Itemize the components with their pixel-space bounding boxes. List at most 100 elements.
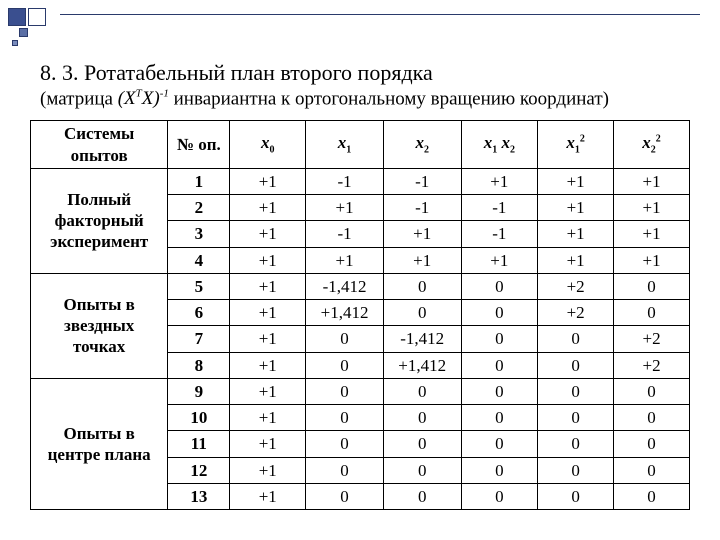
cell-n: 10: [168, 405, 230, 431]
subtitle-matrix: (XTX)-1: [118, 88, 169, 109]
cell-n: 7: [168, 326, 230, 352]
x1sq-base: x: [566, 133, 575, 152]
cell-x1: 0: [306, 378, 384, 404]
cell-x1: -1,412: [306, 273, 384, 299]
subtitle-prefix: (матрица: [40, 88, 118, 109]
col-x0-header: x0: [230, 121, 306, 169]
x2-sub: 2: [424, 145, 429, 156]
cell-n: 13: [168, 483, 230, 509]
cell-x1x2: -1: [461, 195, 538, 221]
cell-x1x2: 0: [461, 352, 538, 378]
cell-x0: +1: [230, 300, 306, 326]
title-number: 8. 3.: [40, 60, 79, 85]
cell-x1: -1: [306, 168, 384, 194]
cell-x1sq: 0: [538, 431, 614, 457]
cell-x0: +1: [230, 352, 306, 378]
cell-n: 5: [168, 273, 230, 299]
cell-x1: +1,412: [306, 300, 384, 326]
x0-sub: 0: [270, 145, 275, 156]
cell-x1: 0: [306, 483, 384, 509]
cell-x2: 0: [383, 273, 461, 299]
cell-x2sq: 0: [614, 457, 690, 483]
title-text: Ротатабельный план второго порядка: [84, 60, 433, 85]
matrix-right: X): [142, 88, 160, 109]
cell-x1x2: 0: [461, 300, 538, 326]
cell-x2: 0: [383, 457, 461, 483]
cell-x2sq: +1: [614, 247, 690, 273]
cell-x1: 0: [306, 457, 384, 483]
cell-x0: +1: [230, 326, 306, 352]
deco-square-hollow-icon: [28, 8, 46, 26]
cell-n: 1: [168, 168, 230, 194]
cell-x2: -1: [383, 195, 461, 221]
cell-x1x2: 0: [461, 431, 538, 457]
cell-x2sq: +2: [614, 326, 690, 352]
group-label-cell: Опыты в центре плана: [31, 378, 168, 509]
col-x1sq-header: x12: [538, 121, 614, 169]
x1-base: x: [338, 133, 347, 152]
table-body: Полный факторный эксперимент1+1-1-1+1+1+…: [31, 168, 690, 509]
cell-x1: -1: [306, 221, 384, 247]
cell-n: 12: [168, 457, 230, 483]
col-x2sq-header: x22: [614, 121, 690, 169]
cell-x1sq: +1: [538, 168, 614, 194]
cell-x2sq: 0: [614, 300, 690, 326]
cell-x0: +1: [230, 221, 306, 247]
cell-x1sq: 0: [538, 378, 614, 404]
cell-x0: +1: [230, 378, 306, 404]
cell-x2sq: +1: [614, 221, 690, 247]
cell-x0: +1: [230, 431, 306, 457]
cell-x2sq: 0: [614, 405, 690, 431]
cell-x1sq: +1: [538, 221, 614, 247]
slide: 8. 3. Ротатабельный план второго порядка…: [0, 0, 720, 540]
x0-base: x: [261, 133, 270, 152]
cell-x1x2: 0: [461, 483, 538, 509]
cell-x2sq: 0: [614, 378, 690, 404]
cell-x0: +1: [230, 483, 306, 509]
x1x2a-sub: 1: [492, 145, 497, 156]
deco-square-small-icon: [12, 40, 18, 46]
cell-x1sq: 0: [538, 483, 614, 509]
header-rule: [60, 14, 700, 15]
x2sq-sub: 2: [651, 145, 656, 156]
cell-x1sq: 0: [538, 326, 614, 352]
cell-x2sq: +1: [614, 195, 690, 221]
cell-x2sq: +2: [614, 352, 690, 378]
group-label-cell: Полный факторный эксперимент: [31, 168, 168, 273]
cell-x1sq: +1: [538, 247, 614, 273]
cell-x1sq: +2: [538, 273, 614, 299]
x2sq-sup: 2: [656, 133, 661, 144]
x1sq-sub: 1: [575, 145, 580, 156]
cell-n: 6: [168, 300, 230, 326]
x1x2b-base: x: [501, 133, 510, 152]
subtitle-suffix: инвариантна к ортогональному вращению ко…: [169, 88, 609, 109]
slide-title: 8. 3. Ротатабельный план второго порядка: [40, 60, 690, 86]
cell-x1: 0: [306, 326, 384, 352]
cell-x2: +1: [383, 247, 461, 273]
x2sq-base: x: [642, 133, 651, 152]
cell-x0: +1: [230, 273, 306, 299]
cell-x1sq: +2: [538, 300, 614, 326]
cell-x1: 0: [306, 431, 384, 457]
cell-x0: +1: [230, 247, 306, 273]
cell-x0: +1: [230, 457, 306, 483]
cell-x2: +1: [383, 221, 461, 247]
cell-x2: -1: [383, 168, 461, 194]
cell-n: 8: [168, 352, 230, 378]
cell-x1sq: 0: [538, 405, 614, 431]
matrix-left: (X: [118, 88, 136, 109]
col-group-header: Системы опытов: [31, 121, 168, 169]
cell-x1sq: 0: [538, 352, 614, 378]
cell-x2sq: 0: [614, 431, 690, 457]
col-x1x2-header: x1 x2: [461, 121, 538, 169]
cell-x2: 0: [383, 431, 461, 457]
header-row: Системы опытов № оп. x0 x1 x2 x1 x2 x12 …: [31, 121, 690, 169]
cell-x0: +1: [230, 405, 306, 431]
cell-x1x2: +1: [461, 247, 538, 273]
cell-x0: +1: [230, 195, 306, 221]
matrix-pow: -1: [160, 88, 169, 100]
cell-x1: +1: [306, 247, 384, 273]
cell-n: 3: [168, 221, 230, 247]
cell-x1sq: +1: [538, 195, 614, 221]
table-row: Опыты в звездных точках5+1-1,41200+20: [31, 273, 690, 299]
